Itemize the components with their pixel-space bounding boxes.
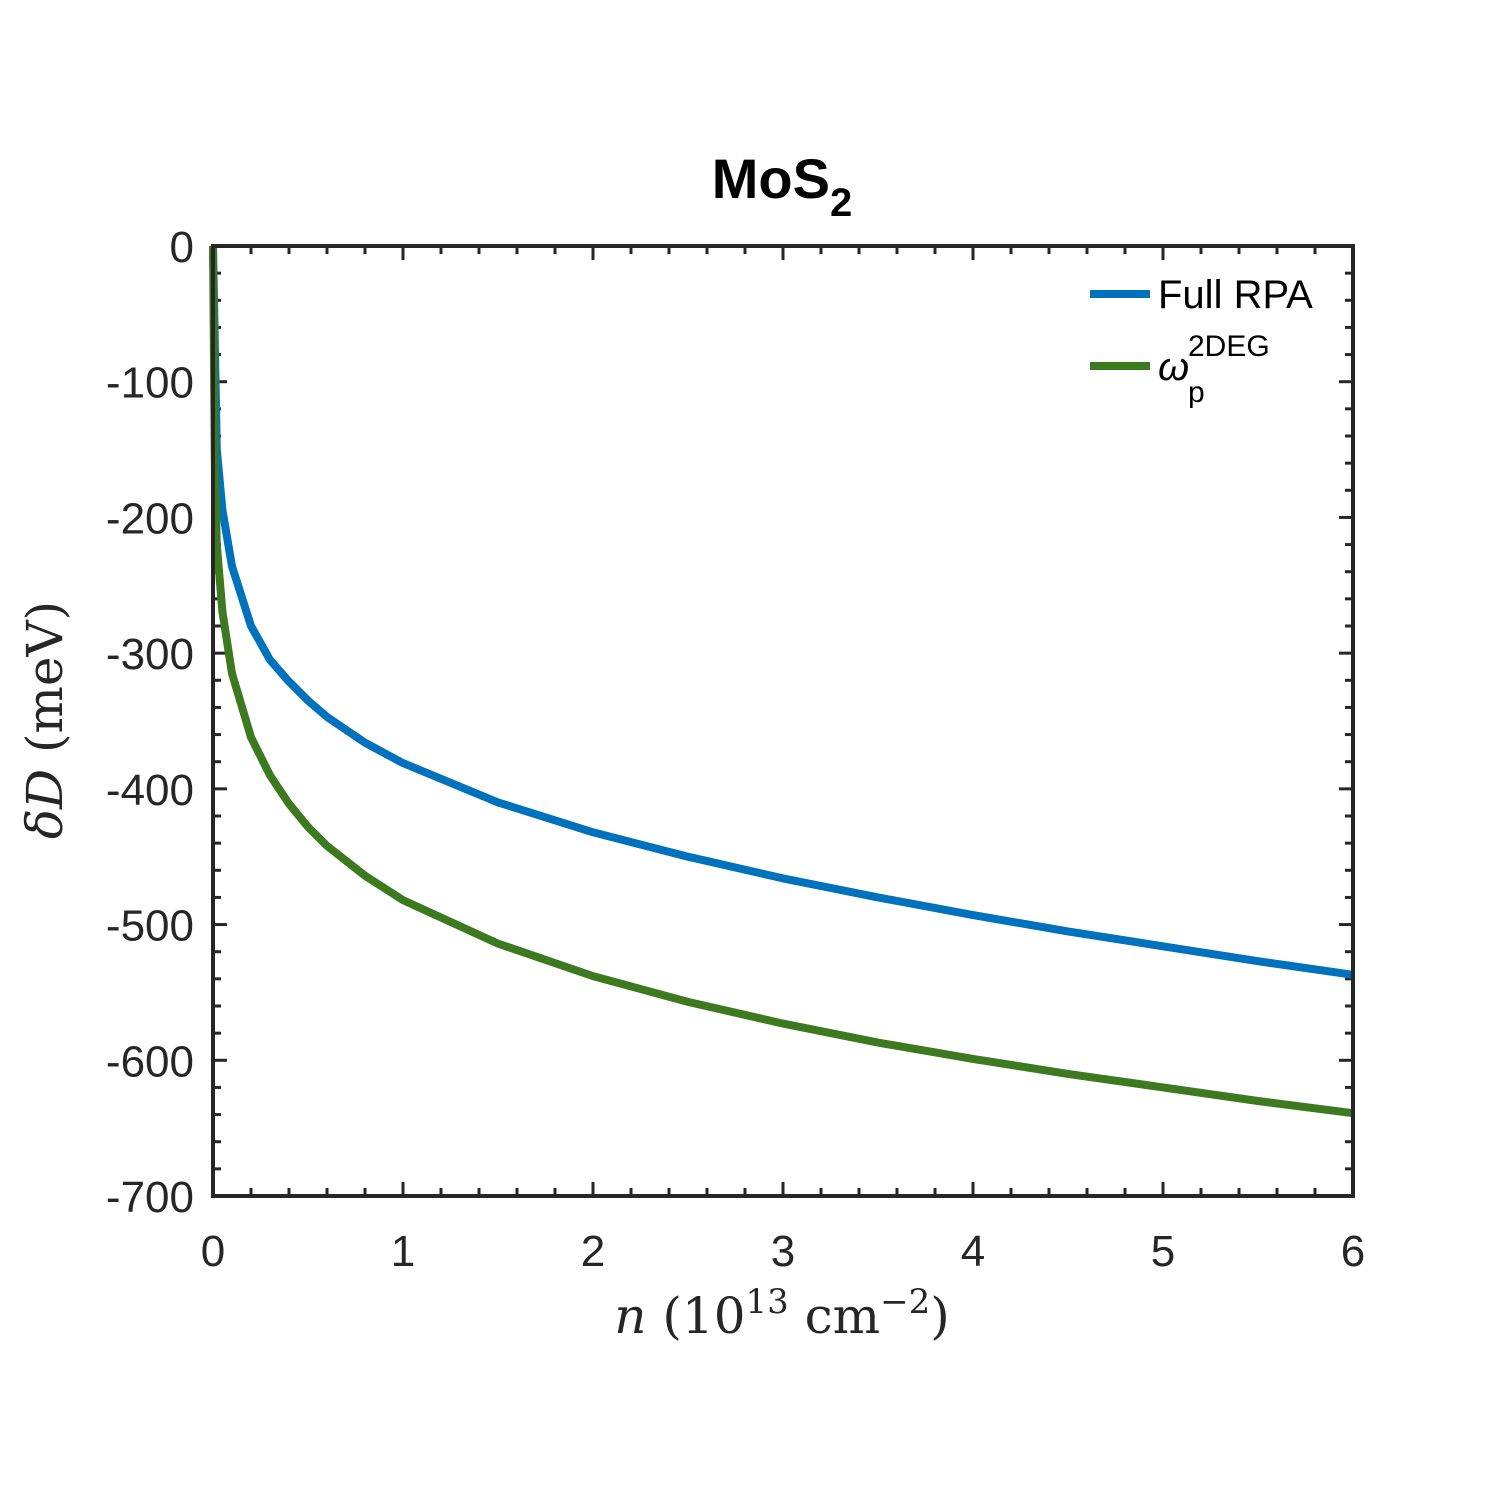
series-layer [209, 245, 1354, 1118]
x-axis-label: n (1013 cm−2) [614, 1282, 949, 1345]
x-tick-label: 3 [771, 1227, 795, 1276]
x-tick-label: 5 [1151, 1227, 1175, 1276]
legend-label-full-rpa: Full RPA [1158, 273, 1313, 317]
y-tick-label: 0 [170, 223, 194, 272]
series-line-1 [209, 245, 1354, 1118]
y-tick-label: -400 [106, 766, 194, 815]
tick-labels: 0 1 2 3 4 5 6 0 -100 -200 -300 -400 -500 -600 -700 [106, 223, 1365, 1276]
axes-box [211, 244, 1355, 1198]
legend-label-omega-sup: 2DEG [1188, 330, 1270, 363]
x-tick-label: 6 [1341, 1227, 1365, 1276]
x-tick-label: 2 [581, 1227, 605, 1276]
legend-label-omega-sub: p [1188, 376, 1205, 409]
x-tick-label: 1 [391, 1227, 415, 1276]
y-tick-label: -100 [106, 359, 194, 408]
legend-label-omega-2deg: ω [1158, 345, 1189, 389]
y-axis-label: δD (meV) [16, 601, 74, 839]
y-tick-label: -500 [106, 902, 194, 951]
x-tick-label: 0 [201, 1227, 225, 1276]
x-tick-label: 4 [961, 1227, 985, 1276]
series-line-0 [209, 245, 1354, 979]
y-tick-label: -700 [106, 1173, 194, 1222]
chart-title: MoS2 [712, 147, 852, 225]
y-tick-label: -600 [106, 1037, 194, 1086]
y-tick-label: -200 [106, 494, 194, 543]
y-tick-label: -300 [106, 630, 194, 679]
legend: Full RPA ω 2DEG p [1090, 273, 1313, 409]
